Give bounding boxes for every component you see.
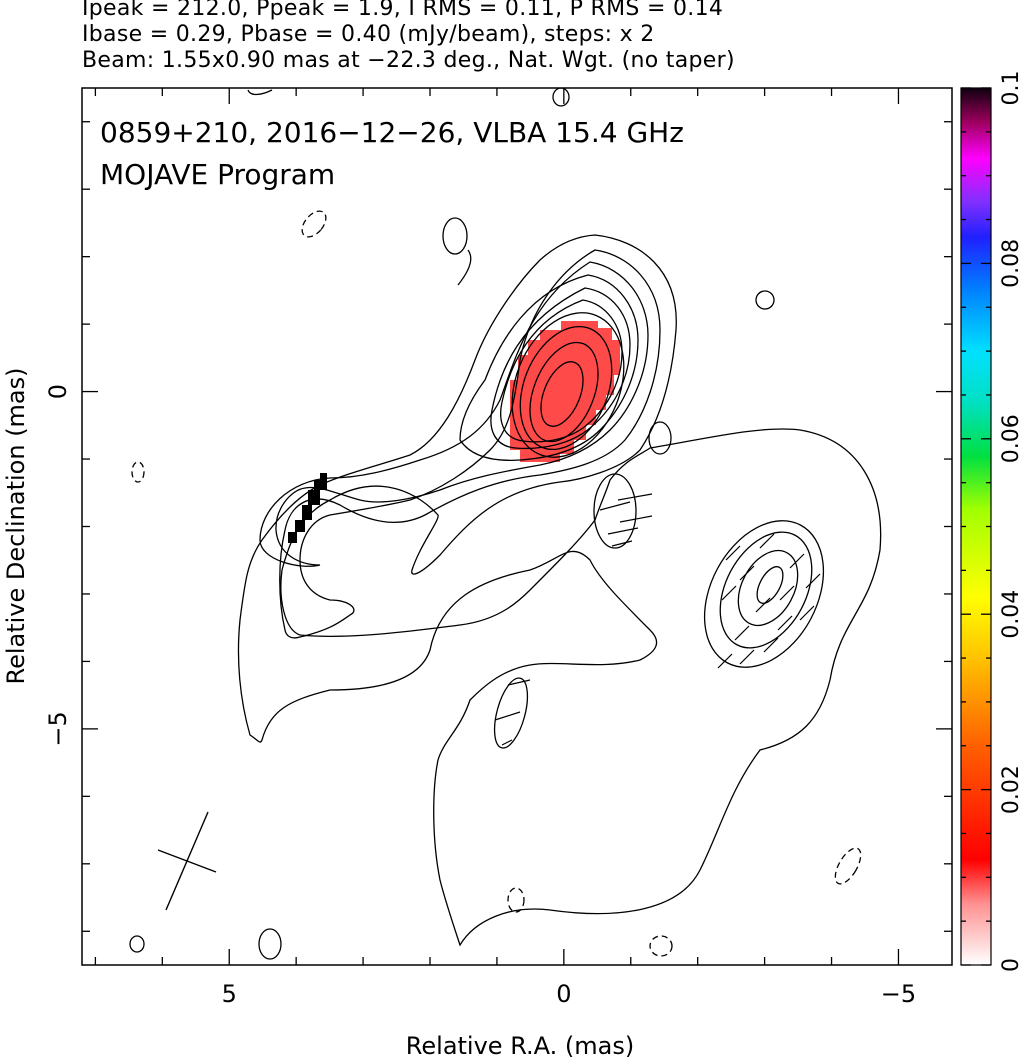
header-peak-rms-line: Ipeak = 212.0, Ppeak = 1.9, I RMS = 0.11…: [82, 0, 724, 21]
blob-top-left-arc: [247, 89, 273, 96]
contour-2: [279, 249, 661, 639]
y-axis-label: Relative Declination (mas): [2, 367, 30, 684]
colorbar-ticks: [961, 87, 991, 966]
x-tick-label: 0: [556, 980, 571, 1008]
blob-upper-middle: [442, 217, 468, 255]
polarization-vectors: [494, 493, 821, 746]
negative-contour-e: [649, 935, 673, 957]
x-tick-labels: 5 0 −5: [222, 980, 917, 1008]
blob-right-mid: [648, 421, 672, 455]
contour-9: [529, 341, 599, 443]
colorbar-tick-label: 0: [999, 958, 1021, 972]
contour-5: [490, 287, 631, 450]
header-base-steps-line: Ibase = 0.29, Pbase = 0.40 (mJy/beam), s…: [82, 22, 655, 47]
y-tick-label: 0: [44, 384, 72, 399]
colorbar-tick-label: 0.04: [999, 590, 1021, 639]
plot-frame: [81, 87, 953, 966]
polarization-core-region: [510, 321, 620, 462]
colorbar-tick-label: 0.1: [999, 71, 1021, 106]
blob-right-upper: [755, 290, 775, 310]
x-tick-label: −5: [881, 980, 916, 1008]
blob-polarized-b: [493, 677, 529, 749]
header-beam-line: Beam: 1.55x0.90 mas at −22.3 deg., Nat. …: [82, 48, 735, 73]
image-area: [129, 88, 882, 960]
chart-title: 0859+210, 2016−12−26, VLBA 15.4 GHz: [100, 116, 684, 149]
blob-bottom-left: [258, 928, 282, 960]
x-axis-label: Relative R.A. (mas): [406, 1032, 634, 1060]
stokes-i-contours: [129, 88, 882, 960]
polarization-dark-patch: [288, 473, 327, 543]
knot-contour-core: [756, 566, 784, 604]
beam-cross: [157, 811, 217, 911]
negative-contour-d: [507, 887, 525, 913]
blob-top-center: [552, 88, 570, 107]
x-tick-label: 5: [222, 980, 237, 1008]
knot-contour-mid: [737, 549, 799, 627]
contour-8: [519, 325, 613, 451]
knot-contour-inner: [719, 531, 813, 649]
negative-contours: [131, 210, 862, 957]
colorbar-tick-label: 0.02: [999, 765, 1021, 814]
negative-contour-b: [131, 461, 145, 483]
axis-ticks: [82, 88, 952, 965]
blob-far-bottom-left: [129, 935, 145, 953]
y-tick-label: −5: [44, 711, 72, 746]
contour-7: [511, 312, 625, 458]
knot-contour-outer: [703, 520, 825, 668]
negative-contour-c: [834, 847, 862, 885]
contour-4: [459, 274, 639, 461]
negative-contour-a: [301, 210, 327, 238]
colorbar-tick-labels: 0 0.02 0.04 0.06 0.08 0.1: [999, 71, 1021, 973]
blob-upper-tail: [457, 249, 472, 286]
contour-3: [259, 261, 649, 567]
chart-subtitle: MOJAVE Program: [100, 158, 335, 191]
contour-10: [540, 361, 584, 427]
y-tick-labels: 0 −5: [44, 384, 72, 747]
contour-outer-main: [237, 234, 882, 947]
blob-polarized-a: [593, 473, 637, 549]
colorbar-tick-label: 0.08: [999, 239, 1021, 288]
colorbar-tick-label: 0.06: [999, 414, 1021, 463]
plot-header: Ipeak = 212.0, Ppeak = 1.9, I RMS = 0.11…: [82, 0, 735, 74]
